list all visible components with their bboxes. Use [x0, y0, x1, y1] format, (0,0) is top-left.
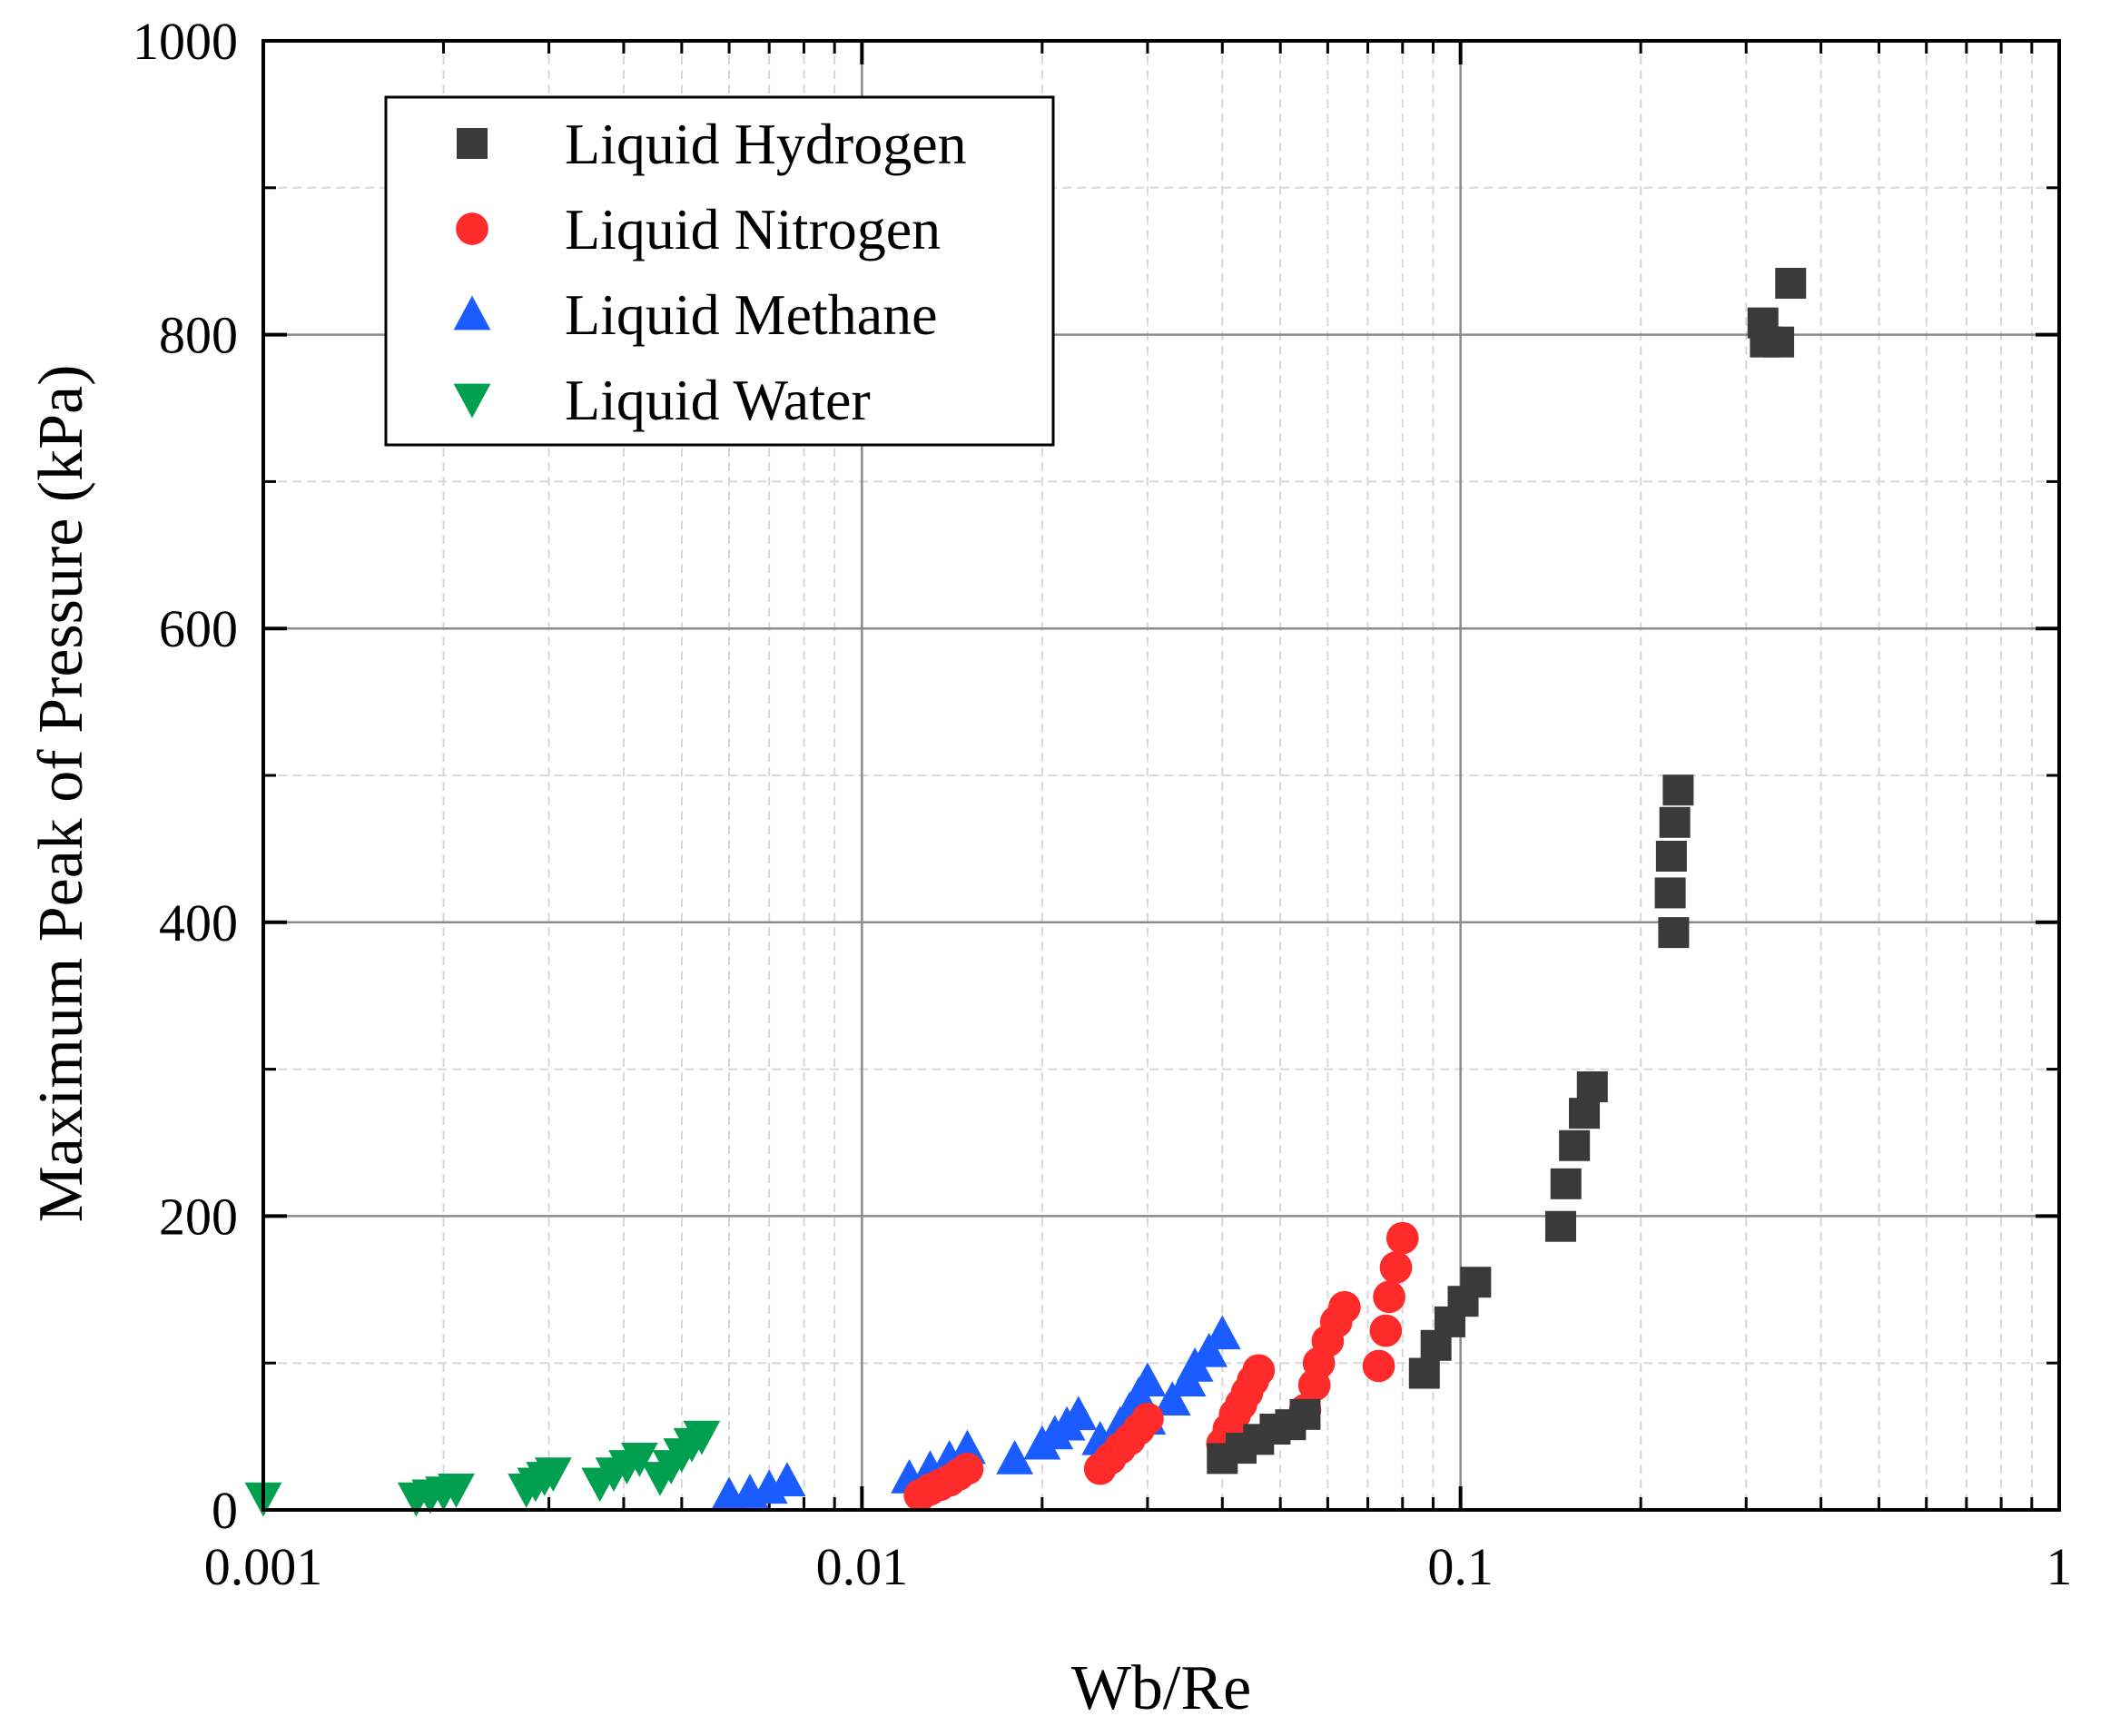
- liquid-nitrogen-point: [1328, 1290, 1361, 1324]
- x-axis-title: Wb/Re: [1071, 1653, 1251, 1723]
- legend-marker-liquid-methane: [453, 295, 491, 330]
- legend-label-liquid-water: Liquid Water: [565, 368, 871, 432]
- legend-label-liquid-methane: Liquid Methane: [565, 282, 938, 347]
- liquid-hydrogen-point: [1576, 1071, 1608, 1103]
- liquid-hydrogen-point: [1658, 917, 1690, 949]
- liquid-hydrogen-point: [1408, 1357, 1440, 1389]
- liquid-hydrogen-point: [1550, 1168, 1582, 1199]
- liquid-methane-point: [996, 1439, 1034, 1475]
- liquid-hydrogen-point: [1659, 806, 1691, 838]
- liquid-hydrogen-point: [1662, 774, 1694, 806]
- legend-label-liquid-hydrogen: Liquid Hydrogen: [565, 112, 967, 176]
- liquid-methane-point: [1203, 1315, 1241, 1350]
- liquid-nitrogen-point: [1373, 1280, 1405, 1314]
- liquid-hydrogen-point: [1763, 326, 1795, 358]
- liquid-nitrogen-point: [1242, 1354, 1276, 1387]
- liquid-water-point: [683, 1420, 721, 1455]
- liquid-water-point: [534, 1457, 572, 1492]
- x-tick-label: 0.01: [816, 1537, 909, 1596]
- x-tick-label: 1: [2046, 1537, 2073, 1596]
- y-tick-label: 200: [159, 1187, 238, 1246]
- liquid-nitrogen-point: [1362, 1349, 1395, 1383]
- y-tick-label: 0: [212, 1481, 238, 1540]
- liquid-hydrogen-point: [1569, 1098, 1601, 1129]
- y-tick-label: 600: [159, 599, 238, 658]
- legend-label-liquid-nitrogen: Liquid Nitrogen: [565, 197, 941, 261]
- legend-marker-liquid-nitrogen: [456, 212, 488, 245]
- legend: Liquid Hydrogen Liquid Nitrogen Liquid Met…: [384, 95, 1055, 447]
- liquid-hydrogen-point: [1289, 1398, 1321, 1430]
- liquid-hydrogen-point: [1655, 840, 1687, 872]
- liquid-methane-point: [949, 1429, 986, 1465]
- liquid-nitrogen-point: [1379, 1251, 1413, 1284]
- tick-labels: 0.001 0.01 0.1 1 0 200 400 600 800 1000: [133, 12, 2073, 1596]
- plot-frame: [261, 39, 2061, 1512]
- legend-box: [384, 95, 1055, 447]
- liquid-hydrogen-point: [1544, 1210, 1576, 1242]
- liquid-water-point: [620, 1443, 658, 1477]
- liquid-hydrogen-point: [1654, 877, 1686, 909]
- liquid-methane-point: [1190, 1332, 1228, 1367]
- liquid-methane-point: [1153, 1381, 1191, 1415]
- y-tick-label: 1000: [133, 12, 238, 71]
- liquid-nitrogen-point: [1369, 1314, 1403, 1347]
- legend-marker-liquid-hydrogen: [457, 128, 488, 159]
- liquid-methane-point: [1129, 1362, 1167, 1396]
- liquid-nitrogen-point: [1385, 1221, 1419, 1255]
- y-axis-title: Maximum Peak of Pressure (kPa): [26, 365, 96, 1223]
- liquid-water-point: [438, 1474, 475, 1508]
- liquid-hydrogen-point: [1559, 1129, 1591, 1161]
- liquid-hydrogen-point: [1460, 1267, 1492, 1298]
- legend-marker-liquid-water: [453, 383, 491, 419]
- liquid-nitrogen-point: [951, 1452, 984, 1485]
- y-tick-label: 400: [159, 893, 238, 952]
- data-points: [244, 267, 1807, 1517]
- liquid-methane-point: [768, 1462, 806, 1496]
- x-tick-label: 0.001: [204, 1537, 323, 1596]
- y-tick-label: 800: [159, 306, 238, 365]
- liquid-nitrogen-point: [1131, 1402, 1164, 1435]
- x-tick-label: 0.1: [1427, 1537, 1494, 1596]
- liquid-methane-point: [1060, 1396, 1098, 1431]
- liquid-hydrogen-point: [1775, 267, 1807, 299]
